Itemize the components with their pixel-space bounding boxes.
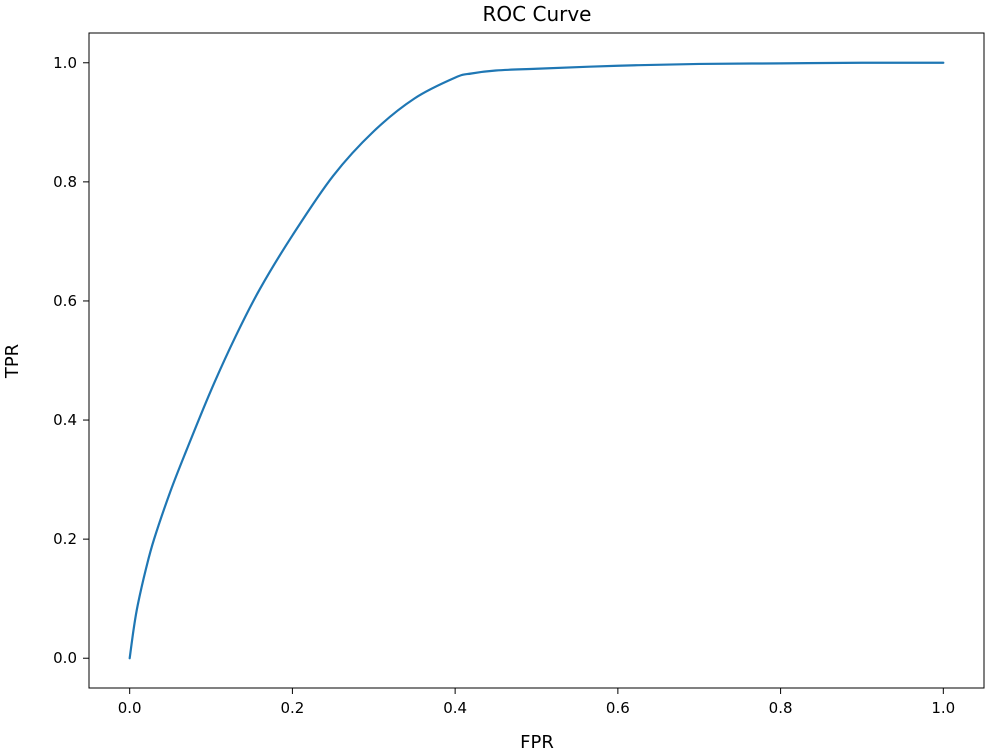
roc-curve-line: [128, 61, 945, 660]
x-tick-label: 1.0: [931, 699, 955, 717]
x-tick-label: 0.8: [769, 699, 793, 717]
x-tick-label: 0.4: [443, 699, 467, 717]
chart-title: ROC Curve: [483, 2, 592, 26]
plot-frame: [88, 32, 985, 689]
x-tick-label: 0.6: [606, 699, 630, 717]
y-axis-ticks: 0.0 0.2 0.4 0.6 0.8 1.0: [53, 54, 89, 667]
x-axis-label: FPR: [520, 732, 554, 753]
x-tick-label: 0.0: [118, 699, 142, 717]
y-tick-label: 0.8: [53, 173, 77, 191]
y-tick-label: 1.0: [53, 54, 77, 72]
y-tick-label: 0.2: [53, 530, 77, 548]
x-tick-label: 0.2: [280, 699, 304, 717]
x-axis-ticks: 0.0 0.2 0.4 0.6 0.8 1.0: [118, 688, 955, 717]
y-tick-label: 0.4: [53, 411, 77, 429]
y-tick-label: 0.6: [53, 292, 77, 310]
y-tick-label: 0.0: [53, 649, 77, 667]
y-axis-label: TPR: [2, 344, 23, 379]
